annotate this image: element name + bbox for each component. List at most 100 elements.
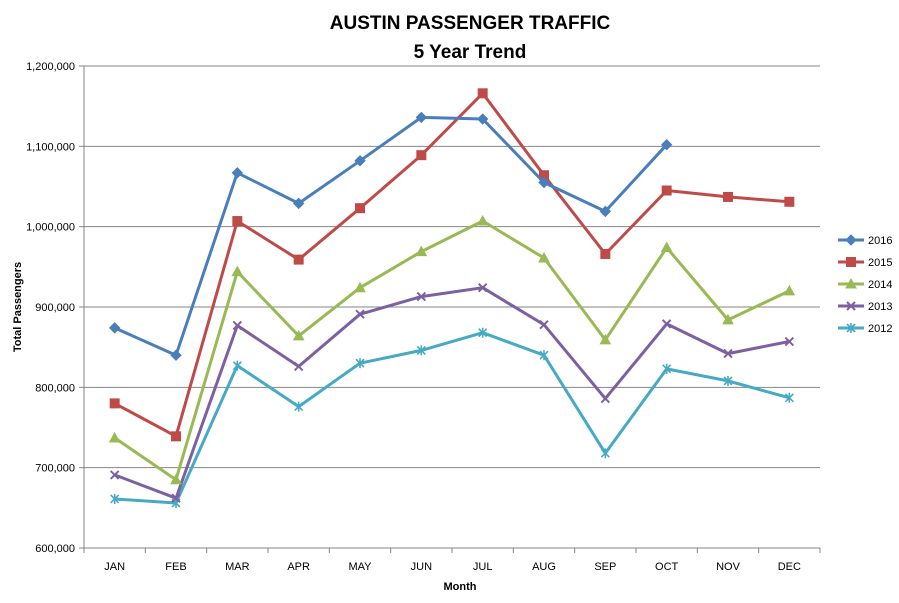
x-tick-label: MAY [348,561,372,573]
data-point-2013 [293,361,304,372]
series-2016 [108,111,673,361]
y-tick-label: 1,200,000 [26,61,75,73]
data-point-2015 [477,88,488,99]
data-point-2016 [108,322,121,334]
x-tick-label: JUN [411,561,432,573]
data-point-2014 [599,333,612,345]
series-line-2014 [113,219,790,482]
data-point-2016 [660,139,673,151]
data-point-2013 [232,320,243,331]
legend-marker [846,301,856,311]
gridlines [83,65,820,549]
legend: 2016 2015 2014 2013 2012 [838,234,892,335]
y-axis-ticks: 600,000 700,000 800,000 900,000 1,000,000 1,1… [26,61,84,555]
x-axis-ticks: JAN FEB MAR APR MAY JUN JUL AUG SEP OCT NOV DEC [83,548,821,573]
legend-marker [845,277,857,289]
y-tick-label: 800,000 [35,382,75,394]
series-2014 [108,215,796,485]
data-point-2013 [355,309,365,319]
data-point-2015 [232,216,243,227]
data-point-2014 [108,431,121,443]
data-point-2015 [723,191,733,202]
data-point-2012 [600,448,610,459]
data-point-2013 [109,470,120,480]
data-point-2012 [478,327,488,338]
y-tick-label: 1,100,000 [26,141,75,153]
legend-item-2016: 2016 [838,234,892,247]
data-point-2016 [354,155,366,167]
data-point-2014 [476,215,489,226]
data-point-2013 [784,336,795,347]
data-point-2013 [539,319,549,330]
data-point-2012 [294,401,304,412]
y-tick-label: 900,000 [35,302,75,314]
data-point-2014 [292,329,305,341]
data-point-2015 [416,150,427,161]
data-point-2012 [723,375,733,386]
data-point-2012 [232,360,242,371]
data-point-2015 [600,248,611,259]
series-line-2013 [114,286,790,500]
data-point-2016 [231,167,244,179]
y-axis-label: Total Passengers [12,262,24,352]
data-point-2015 [293,254,304,265]
data-point-2012 [416,345,426,356]
x-tick-label: JAN [104,561,125,573]
data-point-2016 [476,113,489,125]
data-point-2012 [662,363,672,374]
data-point-2013 [477,283,488,293]
x-tick-label: AUG [532,561,556,573]
legend-marker [845,234,857,246]
legend-label: 2012 [868,323,892,335]
legend-label: 2016 [868,235,892,247]
data-point-2014 [354,281,366,293]
data-point-2012 [784,392,794,403]
data-point-2012 [355,358,365,369]
data-point-2014 [722,313,734,325]
data-point-2016 [170,349,182,361]
data-point-2013 [661,319,672,329]
data-point-2016 [538,176,550,189]
x-tick-label: DEC [778,561,801,573]
x-tick-label: FEB [165,561,186,573]
x-tick-label: OCT [655,561,679,573]
data-point-2014 [415,245,428,257]
legend-item-2012: 2012 [838,323,892,335]
x-tick-label: JUL [473,561,493,573]
series-line-2012 [114,331,790,505]
data-point-2013 [416,291,427,302]
data-point-2013 [600,393,611,404]
data-point-2016 [292,197,305,210]
legend-label: 2014 [868,279,892,291]
data-point-2012 [110,493,120,504]
data-point-2016 [599,205,612,218]
data-point-2015 [109,398,120,409]
series-2013 [109,283,795,503]
y-tick-label: 600,000 [35,543,75,555]
data-point-2014 [660,241,673,253]
chart-title: AUSTIN PASSENGER TRAFFIC [330,13,611,34]
x-tick-label: NOV [716,561,741,573]
legend-item-2014: 2014 [838,277,892,291]
data-point-2013 [723,348,733,359]
series-line-2016 [114,115,668,357]
data-point-2013 [171,493,181,503]
y-tick-label: 1,000,000 [26,222,75,234]
legend-item-2013: 2013 [838,301,892,313]
legend-label: 2015 [868,257,892,269]
data-point-2014 [538,251,550,263]
data-point-2014 [170,473,182,485]
y-tick-label: 700,000 [35,463,75,475]
chart-subtitle: 5 Year Trend [414,42,527,63]
data-point-2016 [415,111,428,124]
x-tick-label: APR [287,561,310,573]
data-point-2015 [661,185,672,196]
legend-marker [846,323,856,333]
data-point-2014 [231,265,244,277]
legend-marker [846,257,856,267]
series-group [108,88,796,509]
data-point-2014 [783,284,796,296]
data-point-2015 [171,431,181,442]
data-point-2012 [539,350,549,361]
